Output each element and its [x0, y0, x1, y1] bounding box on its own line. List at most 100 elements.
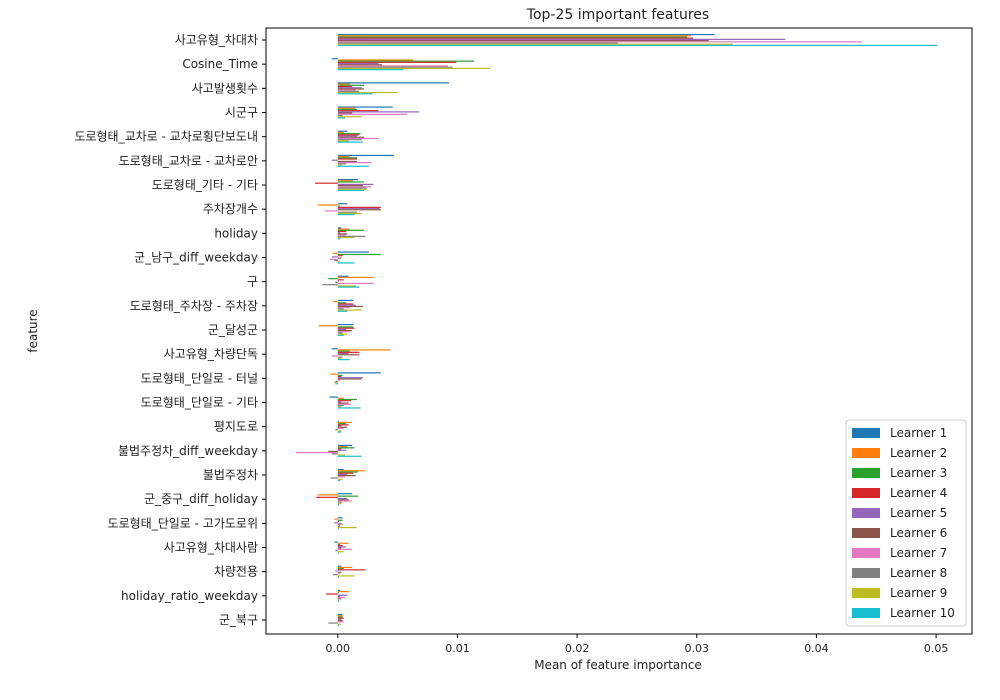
bar [337, 234, 347, 236]
bar [329, 396, 338, 398]
bar [337, 157, 357, 159]
bar [337, 333, 348, 335]
bar [337, 67, 490, 69]
y-tick-label: 도로형태_단일로 - 기타 [141, 396, 258, 410]
bar [337, 334, 344, 337]
bar [337, 499, 349, 501]
bar [325, 593, 338, 595]
bar [337, 163, 347, 165]
bar [337, 36, 688, 38]
bar [337, 178, 359, 181]
bar [337, 542, 349, 544]
bar [337, 624, 339, 627]
bar [337, 183, 374, 185]
bar [337, 551, 344, 553]
bar [337, 446, 348, 448]
bar [337, 112, 353, 114]
legend-label: Learner 2 [890, 446, 947, 460]
bar [330, 477, 338, 479]
bar [337, 323, 354, 326]
bar [337, 181, 365, 183]
bar [329, 258, 338, 260]
y-tick-label: 주차장개수 [203, 202, 258, 216]
bar [337, 41, 862, 43]
bar [337, 595, 341, 598]
bar [337, 545, 343, 547]
bar [337, 111, 420, 113]
bar [337, 424, 349, 426]
legend-label: Learner 9 [890, 586, 947, 600]
bar [333, 574, 338, 576]
bar [337, 82, 450, 84]
bar [337, 206, 381, 208]
bar [337, 397, 344, 399]
y-tick-label: holiday_ratio_weekday [121, 589, 258, 603]
bar [337, 279, 344, 281]
bar [337, 431, 342, 433]
bar [331, 159, 338, 161]
y-tick-label: 도로형태_기타 - 기타 [152, 178, 258, 192]
bar [337, 427, 344, 430]
bar [337, 203, 348, 205]
bar [337, 42, 618, 44]
bar [337, 502, 342, 504]
legend-swatch [852, 568, 880, 578]
bar [337, 227, 342, 229]
bars [295, 33, 938, 627]
y-tick-label: 도로형태_교차로 - 교차로안 [119, 154, 258, 168]
y-tick-label: holiday [214, 226, 258, 240]
bar [337, 133, 361, 135]
bar [337, 188, 367, 190]
x-tick-label: 0.03 [685, 642, 710, 655]
bar [331, 256, 338, 258]
bar [337, 448, 342, 450]
legend-swatch [852, 448, 880, 458]
bar [337, 236, 355, 239]
bar [337, 330, 353, 332]
bar [334, 541, 338, 543]
bar [337, 232, 341, 234]
bar [295, 452, 338, 454]
bar [337, 106, 393, 108]
legend-swatch [852, 428, 880, 438]
bar [337, 44, 938, 47]
bar [337, 495, 359, 497]
bar [337, 251, 369, 253]
y-tick-label: 시군구 [225, 106, 258, 120]
bar [328, 622, 338, 624]
bar [337, 87, 362, 89]
bar [322, 284, 338, 286]
bar [337, 374, 343, 376]
bar [337, 90, 360, 92]
legend-label: Learner 7 [890, 546, 947, 560]
legend-swatch [852, 468, 880, 478]
bar [337, 455, 362, 457]
bar [337, 401, 342, 403]
bar [317, 494, 338, 496]
bar [328, 278, 338, 280]
bar [331, 348, 338, 350]
bar [337, 37, 694, 39]
bar [337, 33, 715, 36]
bar [337, 576, 339, 578]
bar [337, 189, 365, 192]
bar [337, 154, 395, 156]
bar [337, 476, 345, 478]
legend-swatch [852, 508, 880, 518]
bar [337, 185, 363, 187]
bar [337, 423, 347, 425]
bar [337, 398, 357, 401]
bar [337, 525, 341, 527]
legend-swatch [852, 488, 880, 498]
x-tick-label: 0.05 [924, 642, 949, 655]
bar [337, 406, 342, 408]
y-tick-label: 사고유형_차대차 [175, 33, 258, 47]
bar [337, 571, 342, 573]
y-tick-label: 군_달성군 [208, 323, 258, 337]
bar [331, 58, 338, 60]
y-tick-label: 차량전용 [214, 565, 258, 579]
bar [337, 352, 349, 355]
bar [337, 326, 354, 328]
bar [337, 131, 344, 134]
